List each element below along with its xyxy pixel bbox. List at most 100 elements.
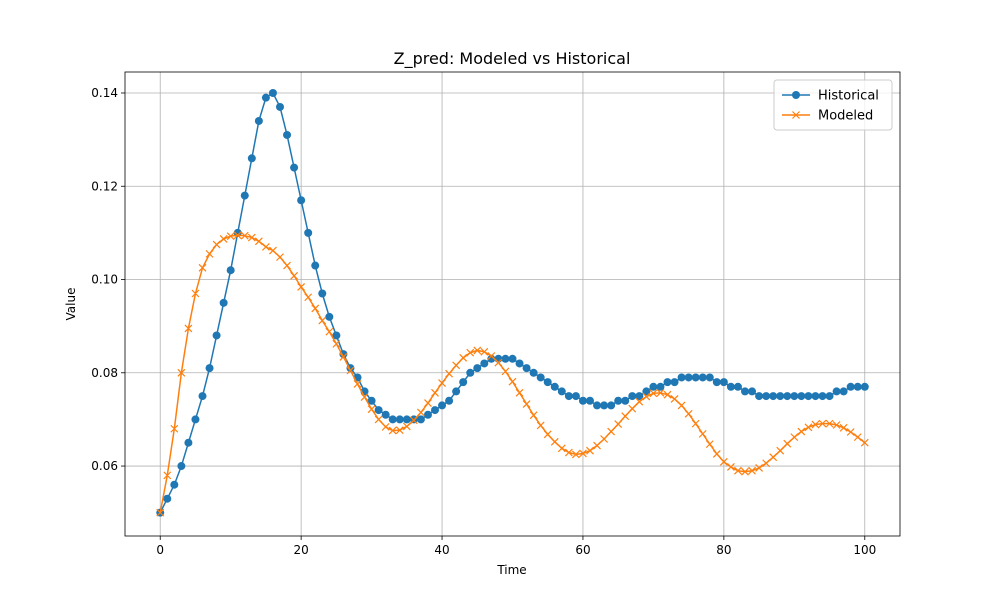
point xyxy=(550,382,559,391)
point xyxy=(811,392,820,401)
point xyxy=(804,392,813,401)
point xyxy=(748,466,756,475)
point xyxy=(283,130,292,139)
point xyxy=(628,404,637,413)
point xyxy=(663,378,672,387)
point xyxy=(839,423,848,432)
point xyxy=(438,379,446,387)
point xyxy=(783,439,792,448)
point xyxy=(205,364,214,373)
series-line xyxy=(159,91,865,514)
point xyxy=(311,261,320,270)
point xyxy=(191,415,200,424)
point xyxy=(473,346,482,355)
point xyxy=(684,373,693,382)
y-axis-label: Value xyxy=(64,288,78,321)
point xyxy=(381,410,390,419)
point xyxy=(184,324,193,333)
point xyxy=(402,422,411,431)
point xyxy=(466,368,475,377)
point xyxy=(741,467,749,476)
y-tick-label: 0.06 xyxy=(91,459,118,473)
point xyxy=(818,419,827,428)
chart-title: Z_pred: Modeled vs Historical xyxy=(394,49,631,69)
point xyxy=(424,399,432,408)
point xyxy=(571,450,580,459)
point xyxy=(311,304,320,313)
point xyxy=(578,396,587,405)
point xyxy=(635,392,644,401)
point xyxy=(283,261,291,270)
x-axis-label: Time xyxy=(496,563,526,577)
point xyxy=(734,466,742,475)
point xyxy=(198,263,207,272)
point xyxy=(508,377,517,386)
point xyxy=(423,410,432,419)
point xyxy=(593,441,601,450)
y-tick-label: 0.10 xyxy=(91,273,118,287)
point xyxy=(719,378,728,387)
point xyxy=(600,401,609,410)
point xyxy=(705,440,714,449)
point xyxy=(395,426,404,435)
point xyxy=(487,352,496,360)
y-tick-label: 0.14 xyxy=(91,86,118,100)
point xyxy=(600,435,609,443)
point xyxy=(593,401,602,410)
point xyxy=(297,283,306,291)
point xyxy=(269,246,277,255)
point xyxy=(769,392,778,401)
point xyxy=(846,428,855,436)
point xyxy=(684,409,693,418)
point xyxy=(261,93,270,102)
point xyxy=(374,415,383,424)
point xyxy=(853,433,862,442)
point xyxy=(261,242,270,251)
point xyxy=(226,232,235,241)
point xyxy=(741,387,749,396)
point xyxy=(677,373,686,382)
point xyxy=(226,266,235,275)
point xyxy=(163,471,172,480)
point xyxy=(205,249,214,258)
point xyxy=(445,396,454,405)
point xyxy=(325,327,334,336)
point xyxy=(691,373,700,382)
point xyxy=(790,392,799,401)
point xyxy=(212,331,221,340)
point xyxy=(416,408,425,417)
point xyxy=(170,480,179,489)
point xyxy=(395,415,404,424)
y-tick-label: 0.12 xyxy=(91,179,118,193)
point xyxy=(177,462,186,471)
point xyxy=(346,366,355,375)
legend-box xyxy=(773,79,893,131)
point xyxy=(219,235,228,243)
point xyxy=(388,415,397,424)
point xyxy=(825,392,834,401)
point xyxy=(156,508,165,517)
point xyxy=(522,364,531,373)
legend-marker xyxy=(792,111,800,119)
point xyxy=(762,392,771,401)
point xyxy=(170,424,179,433)
point xyxy=(839,387,848,396)
x-tick-label: 0 xyxy=(156,543,164,557)
point xyxy=(543,430,552,439)
point xyxy=(755,392,764,401)
point xyxy=(860,438,869,447)
point xyxy=(247,233,256,242)
point xyxy=(811,420,820,429)
point xyxy=(240,231,249,240)
point xyxy=(276,253,284,262)
point xyxy=(367,405,376,414)
point xyxy=(431,406,439,415)
point xyxy=(529,368,538,377)
point xyxy=(586,446,594,455)
point xyxy=(254,237,263,246)
point xyxy=(860,382,869,391)
point xyxy=(712,450,721,458)
y-tick-label: 0.08 xyxy=(91,366,118,380)
